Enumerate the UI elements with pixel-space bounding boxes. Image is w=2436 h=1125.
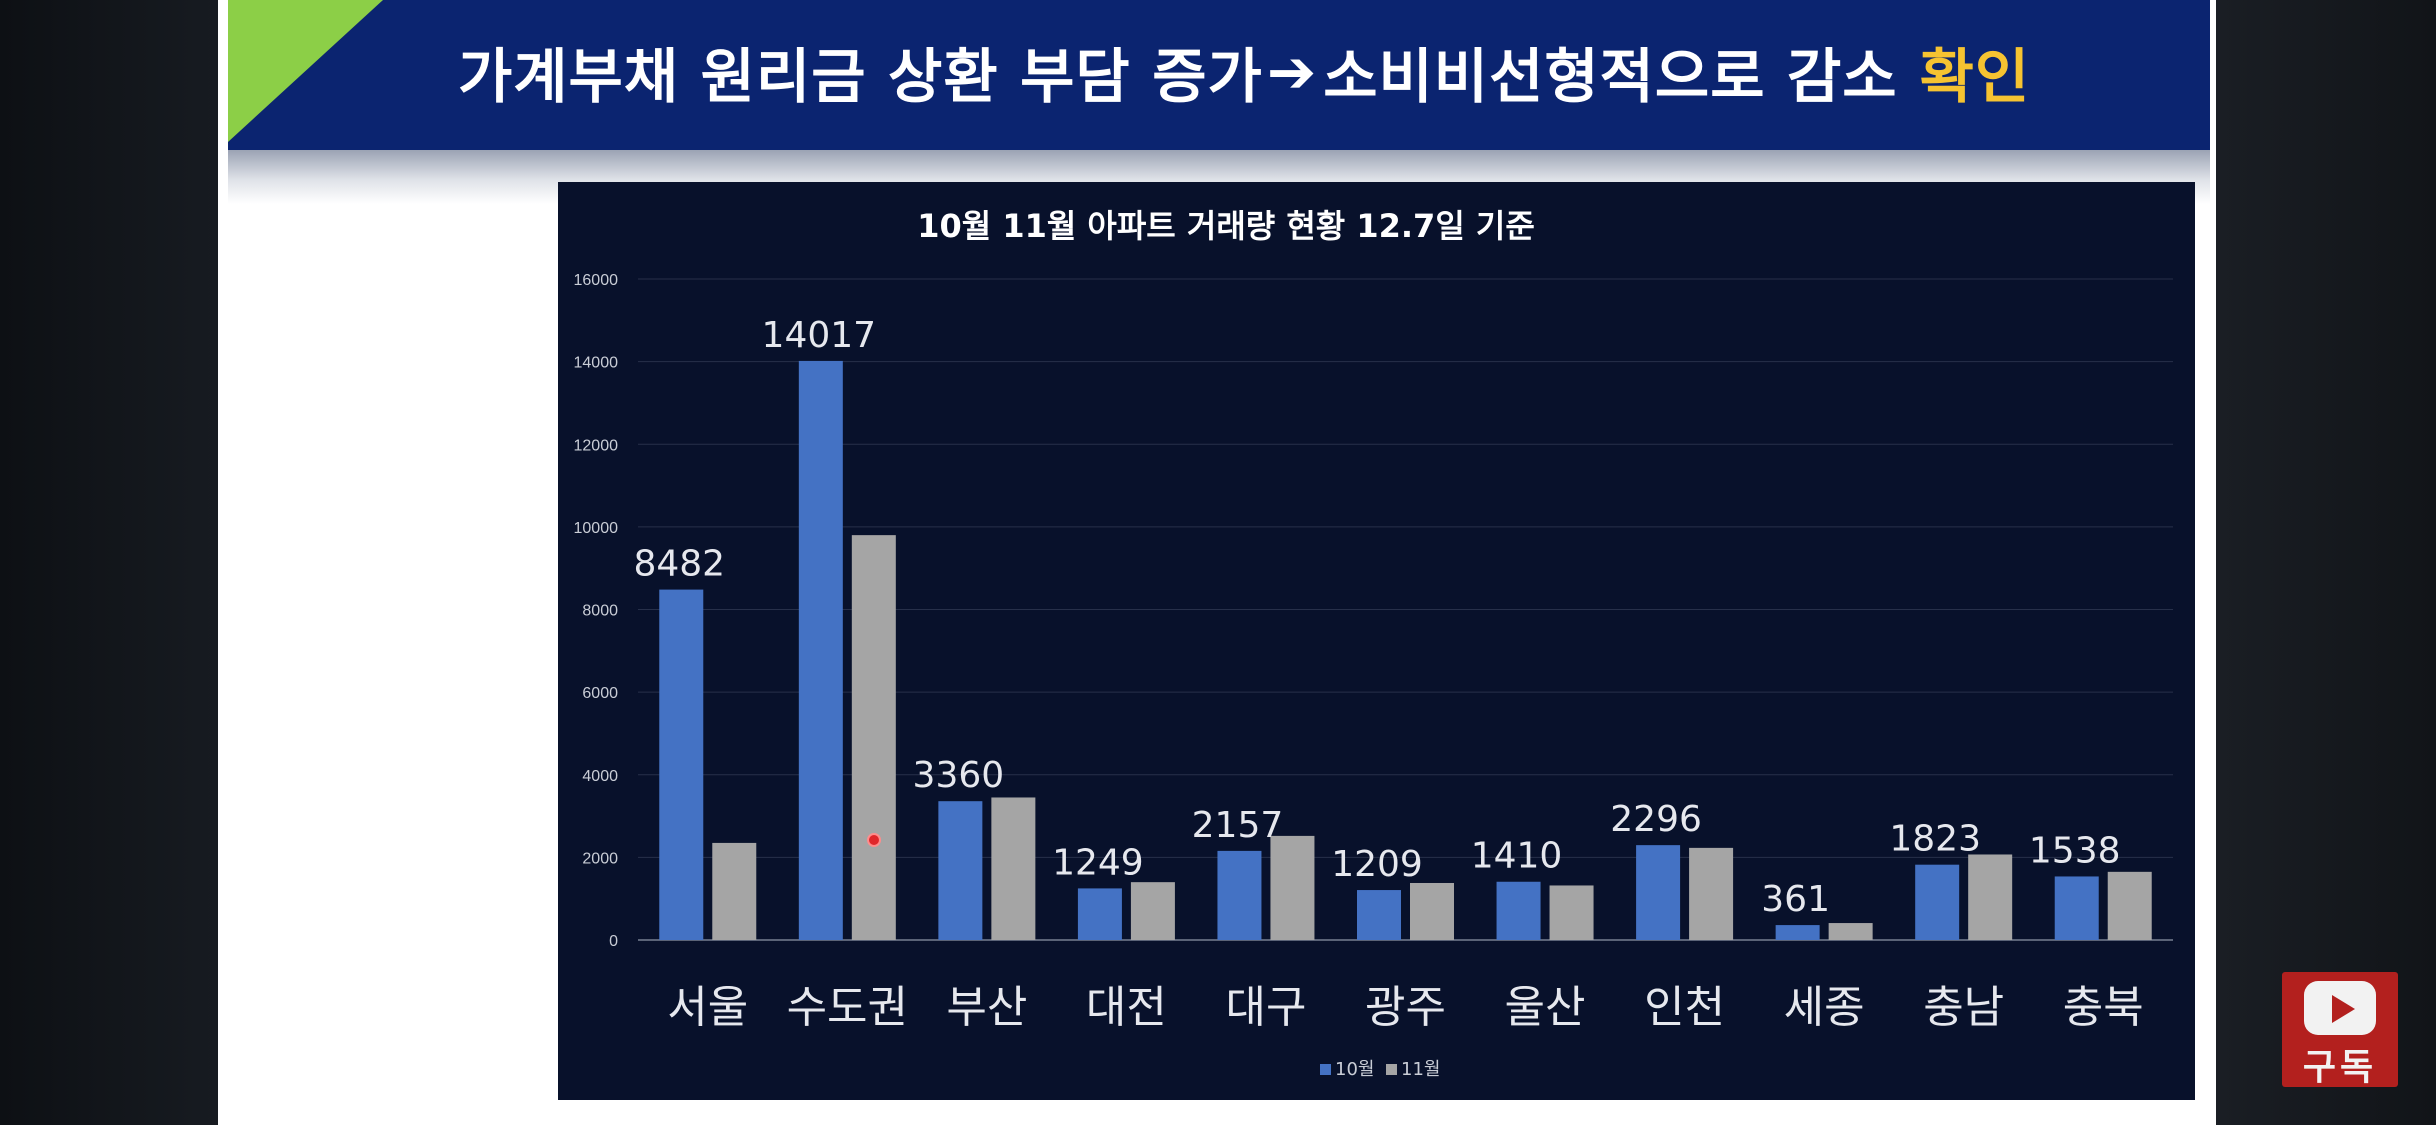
bar-11월 [1968, 854, 2013, 940]
data-label: 1823 [1889, 819, 1981, 860]
subscribe-label: 구독 [2302, 1047, 2378, 1088]
title-rest: 소비비선형적으로 감소 [1323, 41, 1898, 111]
green-triangle-shape [228, 0, 383, 142]
legend-swatch [1386, 1064, 1397, 1075]
y-tick-label: 16000 [574, 272, 619, 289]
chart-panel: 10월 11월 아파트 거래량 현황 12.7일 기준 0 2000 4000 6000… [558, 182, 2195, 1100]
data-label: 1249 [1052, 842, 1144, 883]
x-category-label: 충북 [2063, 982, 2144, 1033]
x-category-label: 광주 [1365, 982, 1446, 1033]
x-category-label: 수도권 [787, 982, 908, 1033]
data-label: 361 [1761, 879, 1830, 920]
bar-10월 [1077, 888, 1122, 940]
data-label: 1410 [1471, 836, 1563, 877]
y-tick-label: 10000 [574, 520, 619, 537]
left-letterbox [0, 0, 218, 1125]
youtube-subscribe-button[interactable]: 구독 [2282, 972, 2398, 1088]
y-tick-label: 14000 [574, 355, 619, 372]
bar-11월 [1130, 882, 1175, 940]
x-category-label: 세종 [1784, 982, 1865, 1033]
slide-header: 가계부채 원리금 상환 부담 증가 ➔ 소비비선형적으로 감소 확인 [228, 0, 2210, 150]
x-category-label: 대구 [1225, 982, 1306, 1033]
bar-10월 [1915, 864, 1960, 940]
data-label: 8482 [633, 544, 725, 585]
data-label: 3360 [913, 755, 1005, 796]
y-tick-label: 8000 [582, 603, 618, 620]
y-tick-label: 4000 [582, 768, 618, 785]
bar-chart: 10월 11월 아파트 거래량 현황 12.7일 기준 0 2000 4000 6000… [574, 207, 2173, 1080]
right-letterbox [2216, 0, 2436, 1125]
bar-10월 [798, 360, 843, 940]
bar-11월 [1828, 923, 1873, 940]
legend-label: 11월 [1401, 1059, 1440, 1080]
bar-11월 [1410, 882, 1454, 940]
play-triangle-icon [2332, 995, 2355, 1023]
data-label: 1538 [2029, 830, 2121, 871]
title-highlight: 확인 [1919, 41, 2031, 111]
bar-11월 [1270, 835, 1315, 940]
bar-10월 [2054, 876, 2099, 940]
x-category-label: 대전 [1086, 982, 1167, 1033]
x-category-label: 울산 [1505, 982, 1586, 1033]
x-category-label: 충남 [1923, 982, 2004, 1033]
bar-10월 [1357, 890, 1401, 940]
y-tick-label: 2000 [582, 850, 618, 867]
arrow-right-icon: ➔ [1266, 36, 1318, 106]
bar-10월 [1775, 925, 1820, 940]
bar-11월 [712, 842, 757, 940]
pointer-dot-icon [867, 833, 881, 847]
y-tick-label: 12000 [574, 437, 619, 454]
bar-11월 [1689, 847, 1734, 940]
y-tick-label: 6000 [582, 685, 618, 702]
x-category-label: 서울 [667, 982, 748, 1033]
x-category-label: 인천 [1644, 982, 1725, 1033]
data-label: 2296 [1610, 799, 1702, 840]
bar-11월 [2107, 871, 2152, 940]
bar-11월 [1549, 885, 1594, 940]
bar-10월 [1636, 845, 1681, 940]
data-label: 2157 [1192, 805, 1284, 846]
presentation-slide: 가계부채 원리금 상환 부담 증가 ➔ 소비비선형적으로 감소 확인 10월 1… [218, 0, 2216, 1125]
bar-10월 [659, 589, 704, 940]
data-label: 14017 [762, 315, 877, 356]
bar-11월 [991, 797, 1036, 940]
bar-10월 [938, 801, 983, 940]
x-category-label: 부산 [946, 982, 1027, 1033]
chart-title: 10월 11월 아파트 거래량 현황 12.7일 기준 [917, 207, 1535, 245]
green-corner-accent [228, 0, 383, 142]
bar-10월 [1496, 881, 1541, 940]
data-label: 1209 [1331, 844, 1423, 885]
legend-label: 10월 [1335, 1059, 1374, 1080]
bar-10월 [1217, 850, 1262, 940]
slide-title: 가계부채 원리금 상환 부담 증가 ➔ 소비비선형적으로 감소 확인 [458, 0, 2208, 142]
y-tick-label: 0 [609, 933, 618, 950]
bar-11월 [851, 535, 896, 940]
title-main: 가계부채 원리금 상환 부담 증가 [458, 41, 1263, 111]
legend-swatch [1320, 1064, 1331, 1075]
